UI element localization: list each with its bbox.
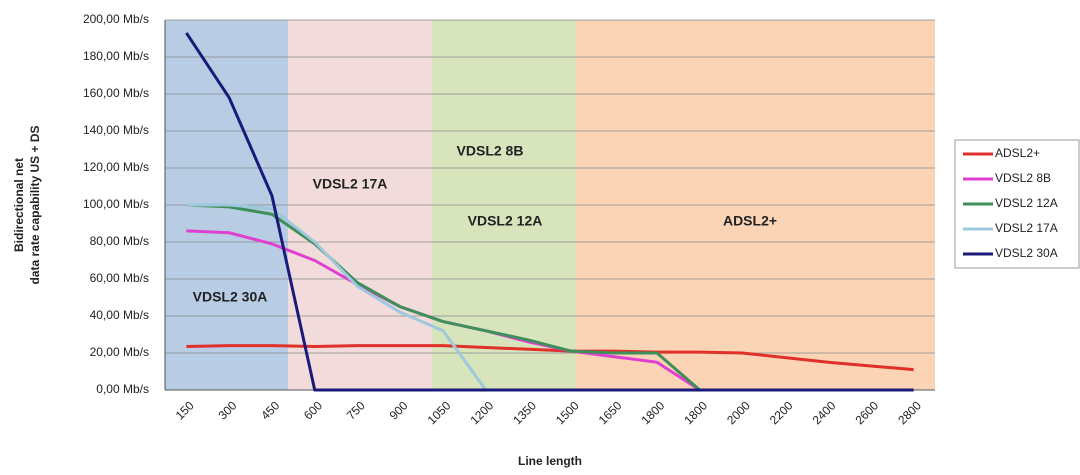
x-tick-label: 150 [173,398,197,422]
x-tick-label: 600 [301,398,325,422]
series-line [186,344,914,372]
x-tick-label: 2800 [895,398,924,427]
y-axis-label: data rate capability US + DS [28,125,42,284]
x-tick-label: 1800 [639,398,668,427]
y-axis-label: Bidirectional net [12,158,26,252]
y-tick-label: 200,00 Mb/s [83,12,149,26]
x-tick-label: 1350 [510,398,539,427]
y-tick-label: 80,00 Mb/s [90,234,149,248]
y-tick-label: 0,00 Mb/s [96,382,149,396]
y-tick-label: 180,00 Mb/s [83,49,149,63]
x-tick-label: 300 [215,398,239,422]
y-tick-label: 60,00 Mb/s [90,271,149,285]
x-tick-label: 1650 [596,398,625,427]
y-tick-label: 40,00 Mb/s [90,308,149,322]
y-tick-label: 20,00 Mb/s [90,345,149,359]
region-label: VDSL2 12A [468,213,543,229]
y-tick-label: 100,00 Mb/s [83,197,149,211]
legend-label: VDSL2 30A [995,246,1058,260]
x-tick-label: 1500 [553,398,582,427]
x-tick-label: 1200 [467,398,496,427]
legend-label: VDSL2 17A [995,221,1058,235]
region-label: VDSL2 17A [313,176,388,192]
x-axis-label: Line length [518,454,582,468]
x-tick-label: 2400 [810,398,839,427]
x-tick-label: 900 [387,398,411,422]
x-tick-label: 2600 [852,398,881,427]
series-line [185,32,914,392]
legend-label: VDSL2 8B [995,171,1051,185]
y-tick-label: 160,00 Mb/s [83,86,149,100]
x-tick-label: 450 [258,398,282,422]
region-label: VDSL2 30A [193,289,268,305]
x-tick-label: 2000 [724,398,753,427]
x-tick-label: 1800 [681,398,710,427]
region-label: ADSL2+ [723,213,777,229]
x-tick-label: 750 [344,398,368,422]
legend-label: VDSL2 12A [995,196,1058,210]
y-tick-label: 140,00 Mb/s [83,123,149,137]
legend-label: ADSL2+ [995,146,1040,160]
x-tick-label: 1050 [425,398,454,427]
x-tick-label: 2200 [767,398,796,427]
y-tick-label: 120,00 Mb/s [83,160,149,174]
region-label: VDSL2 8B [457,143,524,159]
